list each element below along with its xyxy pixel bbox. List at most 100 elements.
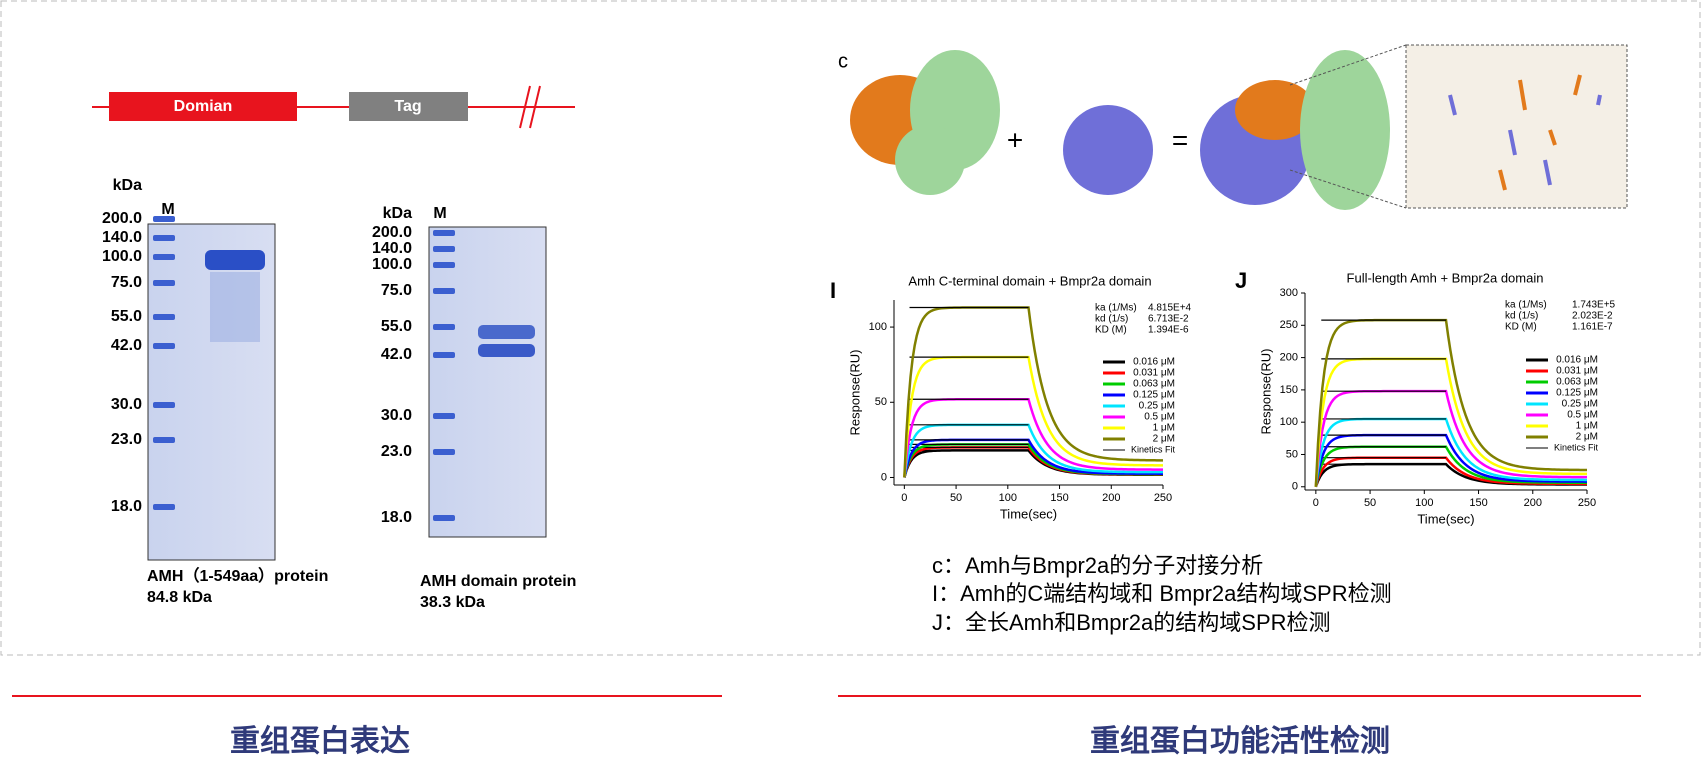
tag-label: Tag [394, 98, 421, 115]
gel-caption: 38.3 kDa [420, 594, 485, 611]
marker-band [153, 280, 175, 286]
lane-label: M [161, 201, 174, 218]
marker-label: 42.0 [381, 346, 412, 363]
y-tick-label: 0 [881, 471, 887, 483]
marker-label: 23.0 [111, 431, 142, 448]
kinetics-name: ka (1/Ms) [1095, 303, 1137, 314]
gel-caption: 84.8 kDa [147, 589, 212, 606]
marker-label: 200.0 [372, 224, 412, 241]
caption: J：全长Amh和Bmpr2a的结构域SPR检测 [932, 610, 1331, 635]
legend-label: Kinetics Fit [1131, 444, 1176, 454]
marker-band [433, 230, 455, 236]
legend-label: 0.031 μM [1556, 366, 1598, 377]
equals-sign: = [1172, 124, 1188, 155]
marker-label: 18.0 [111, 498, 142, 515]
marker-label: 30.0 [111, 396, 142, 413]
kinetics-name: KD (M) [1095, 325, 1127, 336]
kinetics-value: 1.394E-6 [1148, 325, 1189, 336]
break-mark [519, 85, 531, 129]
legend-label: 0.125 μM [1556, 388, 1598, 399]
x-axis-label: Time(sec) [1000, 506, 1057, 521]
x-tick-label: 200 [1524, 497, 1542, 509]
marker-label: 200.0 [102, 210, 142, 227]
marker-label: 140.0 [102, 229, 142, 246]
panel-label: I [830, 278, 836, 303]
kinetics-value: 1.161E-7 [1572, 322, 1613, 333]
marker-band [433, 413, 455, 419]
marker-label: 18.0 [381, 509, 412, 526]
marker-label: 42.0 [111, 337, 142, 354]
y-tick-label: 200 [1280, 351, 1298, 363]
legend-label: 0.5 μM [1144, 412, 1175, 423]
protein-band [205, 250, 265, 270]
marker-band [433, 288, 455, 294]
smear [210, 272, 260, 342]
y-axis-label: Response(RU) [847, 350, 862, 436]
kinetics-value: 4.815E+4 [1148, 303, 1192, 314]
kinetics-name: kd (1/s) [1095, 314, 1128, 325]
protein-band [478, 344, 535, 357]
marker-band [433, 515, 455, 521]
marker-band [153, 216, 175, 222]
kinetics-name: ka (1/Ms) [1505, 300, 1547, 311]
y-tick-label: 100 [1280, 416, 1298, 428]
y-tick-label: 150 [1280, 384, 1298, 396]
legend-label: 0.063 μM [1556, 377, 1598, 388]
legend-label: 0.016 μM [1556, 355, 1598, 366]
x-axis-label: Time(sec) [1417, 511, 1474, 526]
legend-label: 0.016 μM [1133, 357, 1175, 368]
zoom-line [1289, 44, 1407, 86]
x-tick-label: 200 [1102, 492, 1120, 504]
kinetics-value: 2.023E-2 [1572, 311, 1613, 322]
protein-band [478, 325, 535, 339]
x-tick-label: 50 [1364, 497, 1376, 509]
y-tick-label: 50 [1286, 448, 1298, 460]
legend-label: 2 μM [1153, 434, 1175, 445]
gel-caption: AMH domain protein [420, 573, 576, 590]
marker-band [433, 246, 455, 252]
kinetics-name: KD (M) [1505, 322, 1537, 333]
marker-band [433, 262, 455, 268]
unit-label: kDa [113, 177, 142, 194]
marker-label: 100.0 [372, 256, 412, 273]
legend-label: 0.5 μM [1567, 410, 1598, 421]
domain-box [109, 92, 297, 121]
marker-band [153, 343, 175, 349]
marker-label: 75.0 [111, 274, 142, 291]
legend-label: 1 μM [1576, 421, 1598, 432]
marker-band [153, 402, 175, 408]
marker-label: 23.0 [381, 443, 412, 460]
x-tick-label: 150 [1050, 492, 1068, 504]
kinetics-name: kd (1/s) [1505, 311, 1538, 322]
caption: c：Amh与Bmpr2a的分子对接分析 [932, 553, 1263, 578]
marker-band [433, 352, 455, 358]
x-tick-label: 0 [901, 492, 907, 504]
marker-band [433, 324, 455, 330]
section-title: 重组蛋白表达 [230, 724, 410, 758]
marker-label: 55.0 [111, 308, 142, 325]
unit-label: kDa [383, 205, 412, 222]
y-tick-label: 50 [875, 396, 887, 408]
x-tick-label: 250 [1154, 492, 1172, 504]
chart-title: Amh C-terminal domain + Bmpr2a domain [908, 273, 1151, 288]
x-tick-label: 250 [1578, 497, 1596, 509]
section-title: 重组蛋白功能活性检测 [1090, 724, 1390, 758]
y-tick-label: 250 [1280, 319, 1298, 331]
y-axis-label: Response(RU) [1258, 349, 1273, 435]
inset-residues [1448, 74, 1602, 191]
marker-label: 100.0 [102, 248, 142, 265]
y-tick-label: 300 [1280, 287, 1298, 299]
marker-label: 140.0 [372, 240, 412, 257]
kinetics-value: 6.713E-2 [1148, 314, 1189, 325]
marker-label: 30.0 [381, 407, 412, 424]
x-tick-label: 0 [1313, 497, 1319, 509]
legend-label: 1 μM [1153, 423, 1175, 434]
x-tick-label: 100 [999, 492, 1017, 504]
panel-label: c [838, 50, 848, 72]
tag-box [349, 92, 468, 121]
gel [428, 226, 547, 538]
protein-structure [850, 50, 1390, 210]
marker-band [433, 449, 455, 455]
chart-title: Full-length Amh + Bmpr2a domain [1347, 270, 1544, 285]
